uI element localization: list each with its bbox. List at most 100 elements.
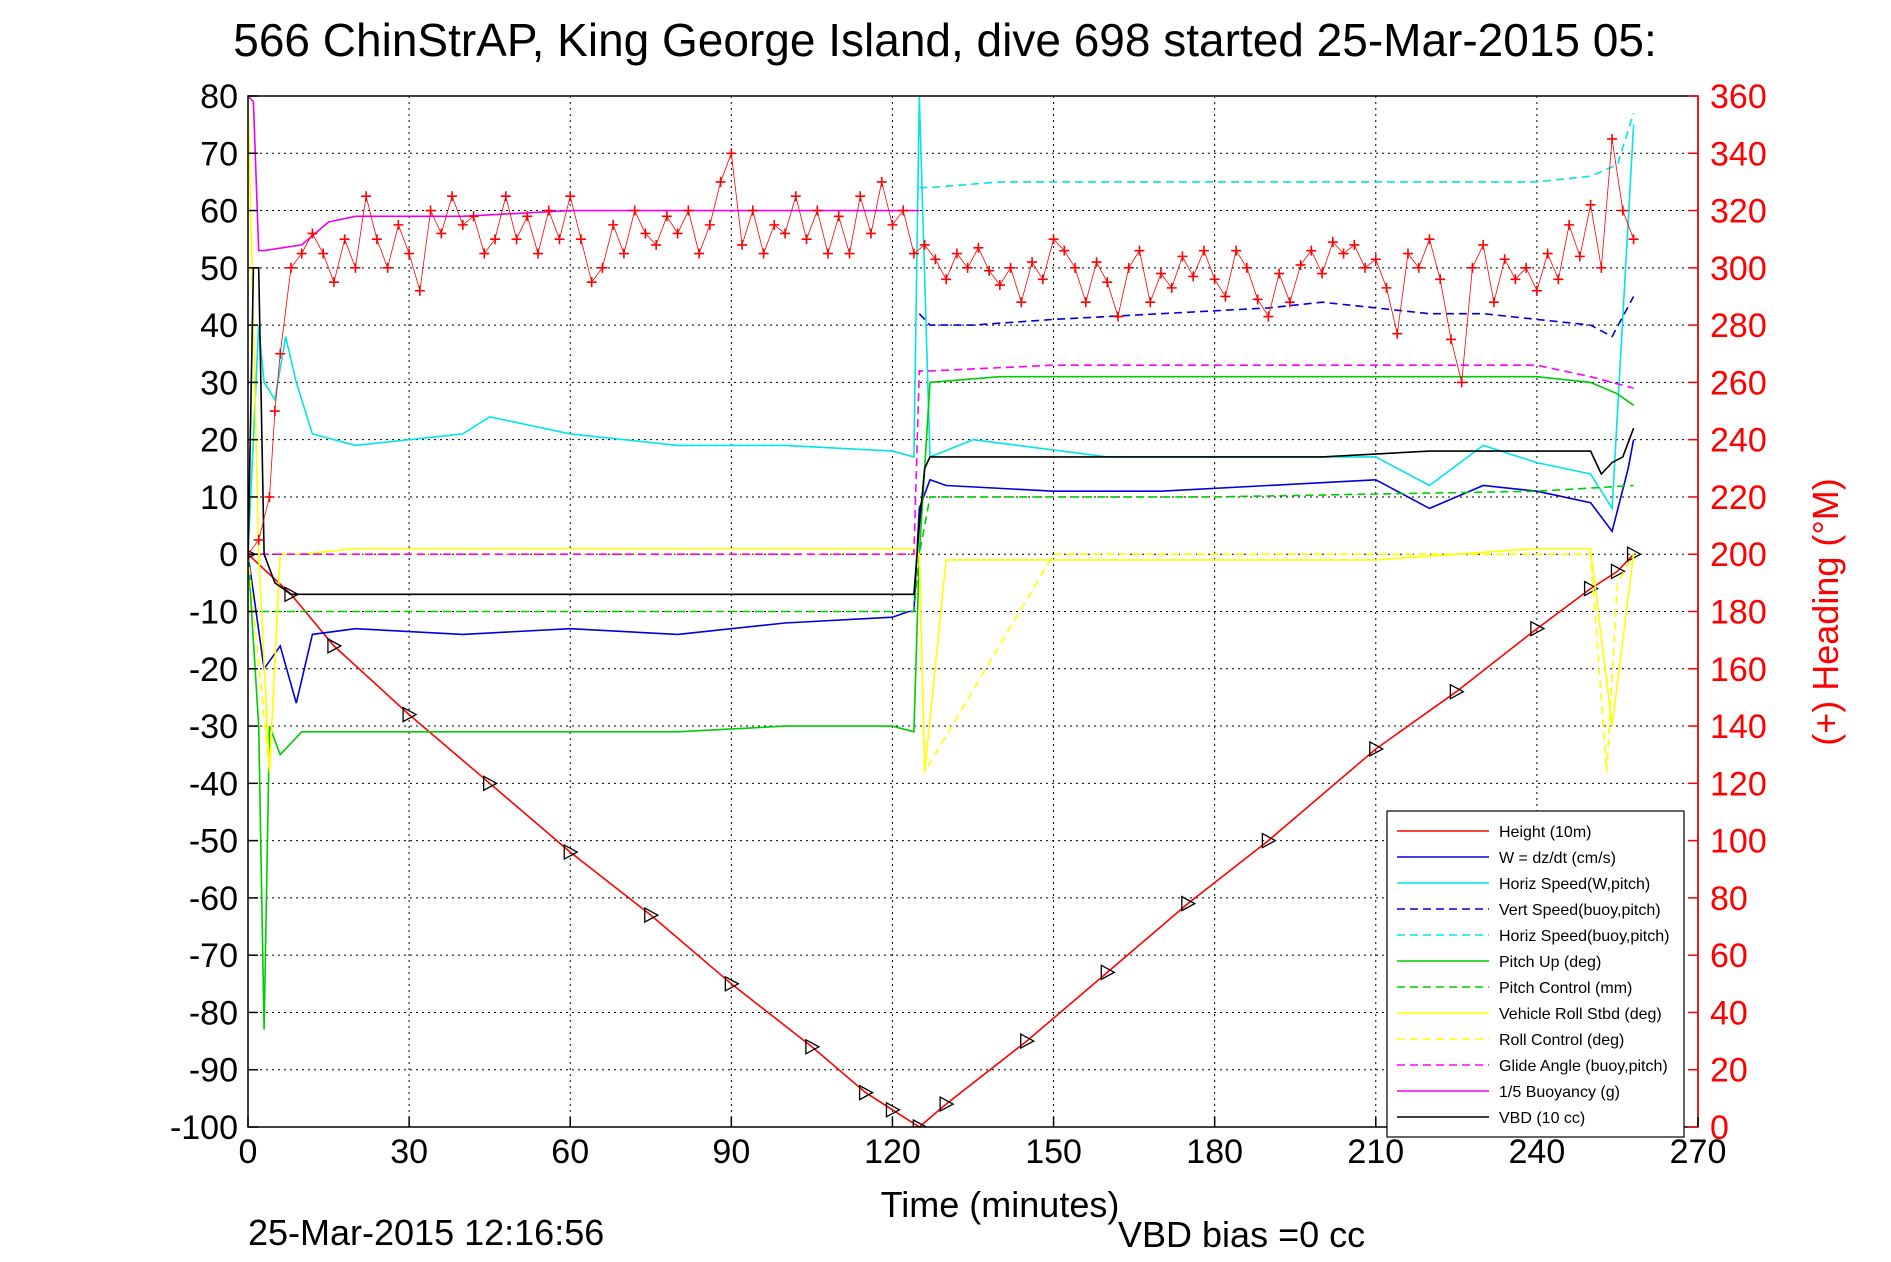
y-tick-label: 50 [200,250,238,288]
y-right-tick-label: 320 [1710,193,1767,231]
height-marker [402,706,418,723]
legend-label: Glide Angle (buoy,pitch) [1499,1058,1668,1075]
y-tick-label: -50 [189,823,238,861]
timestamp-label: 25-Mar-2015 12:16:56 [248,1212,604,1253]
height-marker [1610,563,1626,580]
y-tick-label: -60 [189,880,238,918]
heading-trace [248,138,1634,555]
x-tick-label: 150 [1025,1133,1082,1171]
height-marker [284,586,300,603]
x-tick-label: 0 [239,1133,258,1171]
y-tick-label: 0 [219,536,238,574]
height-marker [939,1096,955,1113]
x-tick-labels: 0 30 60 90 120 150 180 210 240 270 [239,1117,1727,1171]
series-line-3 [918,296,1635,338]
y-right-tick-label: 280 [1710,307,1767,345]
height-marker [1020,1032,1036,1050]
series-line-9 [248,364,1634,556]
y-tick-label: -70 [189,937,238,975]
x-tick-label: 60 [551,1133,589,1171]
legend-label: Height (10m) [1499,824,1591,841]
series-line-10 [248,96,920,252]
legend-label: Roll Control (deg) [1499,1032,1624,1049]
height-marker [327,637,343,654]
x-tick-label: 240 [1509,1133,1566,1171]
series-line-0 [248,553,1635,1127]
y-tick-label: -90 [189,1052,238,1090]
legend-label: Horiz Speed(W,pitch) [1499,876,1650,893]
y-right-tick-label: 340 [1710,135,1767,173]
x-tick-label: 180 [1186,1133,1243,1171]
y-right-tick-label: 180 [1710,594,1767,632]
y-right-axis-label: (+) Heading (°M) [1805,478,1846,745]
x-tick-label: 90 [712,1133,750,1171]
y-right-tick-label: 140 [1710,708,1767,746]
series-line-6 [248,484,1634,613]
legend-label: Horiz Speed(buoy,pitch) [1499,928,1669,945]
legend: Height (10m) W = dz/dt (cm/s) Horiz Speed(… [1386,810,1685,1138]
y-right-tick-label: 120 [1710,765,1767,803]
height-marker [1626,546,1642,563]
x-tick-label: 30 [390,1133,428,1171]
legend-label: Vehicle Roll Stbd (deg) [1499,1006,1662,1023]
height-marker [1583,580,1599,597]
y-right-tick-label: 0 [1710,1109,1729,1147]
height-marker [885,1101,901,1118]
height-marker [912,1118,928,1127]
legend-label: 1/5 Buoyancy (g) [1499,1084,1620,1101]
y-right-tick-label: 220 [1710,479,1767,517]
y-tick-label: 60 [200,193,238,231]
height-marker [1449,683,1465,700]
y-tick-label: 40 [200,307,238,345]
y-right-tick-labels: 3603403203002802602402202001801601401201… [1688,78,1767,1147]
y-right-tick-label: 160 [1710,651,1767,689]
vbd-bias-label: VBD bias =0 cc [1118,1214,1365,1255]
y-tick-label: -10 [189,594,238,632]
y-right-tick-label: 200 [1710,536,1767,574]
x-tick-label: 270 [1670,1133,1727,1171]
legend-label: Pitch Up (deg) [1499,954,1601,971]
y-tick-label: -80 [189,994,238,1032]
legend-label: VBD (10 cc) [1499,1110,1585,1127]
y-right-tick-label: 360 [1710,78,1767,116]
height-marker [1100,964,1116,981]
series-layer [248,96,1642,1127]
height-marker [563,843,579,861]
height-marker [483,775,499,792]
y-tick-label: -30 [189,708,238,746]
legend-label: Pitch Control (mm) [1499,980,1632,997]
y-tick-label: 80 [200,78,238,116]
x-axis-label: Time (minutes) [881,1184,1120,1225]
height-marker [805,1038,821,1055]
height-marker [1261,832,1277,849]
y-right-tick-label: 260 [1710,364,1767,402]
legend-label: W = dz/dt (cm/s) [1499,850,1616,867]
y-right-tick-label: 40 [1710,994,1748,1032]
height-marker [1369,740,1385,758]
series-line-2 [248,96,1635,555]
y-right-tick-label: 60 [1710,937,1748,975]
height-marker [1181,895,1197,912]
y-right-tick-label: 300 [1710,250,1767,288]
y-right-tick-label: 240 [1710,422,1767,460]
y-tick-label: -100 [170,1109,238,1147]
series-line-11 [248,266,1635,596]
height-marker [724,975,740,992]
y-right-tick-label: 20 [1710,1052,1748,1090]
series-line-5 [248,375,1635,1030]
y-tick-label: 10 [200,479,238,517]
legend-box [1386,810,1685,1138]
height-marker [1530,620,1546,637]
series-line-1 [248,439,1635,704]
chart-title: 566 ChinStrAP, King George Island, dive … [233,14,1656,66]
x-tick-label: 120 [864,1133,921,1171]
y-right-tick-label: 100 [1710,823,1767,861]
height-marker [644,906,660,924]
y-tick-label: 20 [200,422,238,460]
legend-label: Vert Speed(buoy,pitch) [1499,902,1661,919]
height-marker [858,1084,874,1101]
y-tick-labels: 80 70 60 50 40 30 20 10 0 -10 -20 -30 -40 -50 -60 -70 -8… [170,78,258,1147]
series-line-4 [919,112,1635,189]
y-tick-label: 30 [200,364,238,402]
